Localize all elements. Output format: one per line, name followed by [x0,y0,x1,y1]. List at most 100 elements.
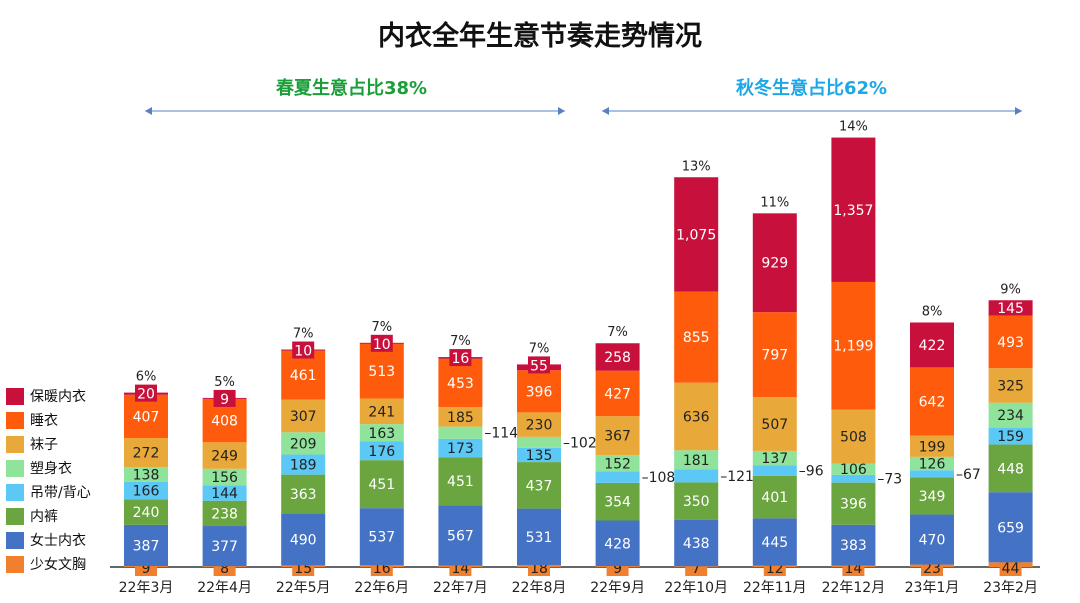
share-label: 7% [529,341,550,356]
data-label: 531 [526,530,553,546]
data-label: 929 [761,256,788,272]
x-tick-label: 22年8月 [512,580,567,596]
share-label: 8% [922,304,943,319]
data-label: 508 [840,430,867,446]
data-label: 1,357 [833,203,873,219]
data-label: –73 [877,472,902,488]
bar-segment [438,426,483,439]
data-label: 428 [604,536,631,552]
data-label: 9 [613,561,622,577]
data-label: 445 [761,535,788,551]
bar-segment [752,396,797,451]
bar-segment [359,441,404,461]
data-label: 163 [368,426,395,442]
data-label: 156 [211,470,238,486]
data-label: 407 [133,409,160,425]
bar-segment [281,399,326,433]
bar-segment [910,477,954,515]
data-label: 307 [290,409,317,425]
share-label: 7% [607,325,628,340]
legend-swatch [6,459,24,477]
bar-segment [831,482,876,525]
data-label: 55 [530,358,548,374]
bar-segment [281,513,326,566]
legend-item: 吊带/背心 [6,480,91,504]
legend-swatch [6,387,24,405]
data-label: 166 [133,483,160,499]
data-label: 199 [919,439,946,455]
chart-title: 内衣全年生意节奏走势情况 [378,21,702,52]
bar-segment [124,499,168,525]
data-label: 367 [604,429,631,445]
bar-segment [438,358,483,407]
data-label: 396 [526,384,553,400]
bar-segment [752,475,797,519]
data-label: 383 [840,538,867,554]
data-label: 325 [997,378,1024,394]
data-label: 408 [211,414,238,430]
data-label: 238 [211,506,238,522]
bar-segment [988,492,1033,563]
x-tick-label: 22年7月 [433,580,488,596]
data-label: 490 [290,532,317,548]
bar-segment [595,416,640,456]
data-label-badge [135,384,157,402]
data-label-badge [292,341,315,359]
bar-segment [595,471,640,483]
bar-segment [988,444,1033,493]
data-label: 8 [220,561,229,577]
data-label: 350 [683,494,710,510]
bar-segment [988,315,1033,369]
bar-segment [674,177,719,292]
data-label: 185 [447,410,474,426]
x-tick-label: 22年3月 [119,580,174,596]
bar-segment [517,447,561,463]
data-label: 9 [142,561,151,577]
data-label: –121 [720,469,754,485]
share-label: 7% [293,327,314,342]
legend-swatch [6,531,24,549]
data-label: 126 [919,457,946,473]
data-label: 135 [526,448,553,464]
bar-segment [674,291,719,383]
data-label: 240 [133,505,160,521]
data-label: 513 [368,364,395,380]
x-tick-label: 23年2月 [983,580,1038,596]
legend-label: 保暖内衣 [30,389,86,405]
share-label: 9% [1000,282,1021,297]
bar-segment [831,524,876,566]
data-label: 249 [211,449,238,465]
x-tick-label: 22年10月 [664,580,728,596]
legend-item: 少女文胸 [6,552,91,576]
bar-segment [517,508,561,566]
data-label: 23 [923,561,941,577]
legend-item: 睡衣 [6,408,91,432]
x-tick-label: 23年1月 [905,580,960,596]
bar-segment [202,526,247,567]
bar-segment [910,514,954,565]
data-label: 44 [1002,561,1020,577]
data-label: 181 [683,453,710,469]
legend-label: 吊带/背心 [30,485,91,501]
legend-label: 内裤 [30,509,58,525]
bar-segment [438,505,483,566]
bar-segment [517,370,561,413]
data-label: 20 [137,387,155,403]
bar-segment [359,343,404,399]
legend-item: 女士内衣 [6,528,91,552]
data-label: 258 [604,350,631,366]
legend-swatch [6,507,24,525]
bar-segment [438,457,483,506]
arrow-head-left [145,107,152,115]
data-label: 437 [526,478,553,494]
share-label: 6% [136,370,157,385]
data-label: 349 [919,489,946,505]
data-label: 241 [368,404,395,420]
bar-segment [910,456,954,471]
bar-segment [595,370,640,417]
share-label: 14% [839,120,868,135]
data-label: 453 [447,376,474,392]
bar-segment [202,500,247,527]
share-label: 5% [214,375,235,390]
arrow-head-left [602,107,609,115]
